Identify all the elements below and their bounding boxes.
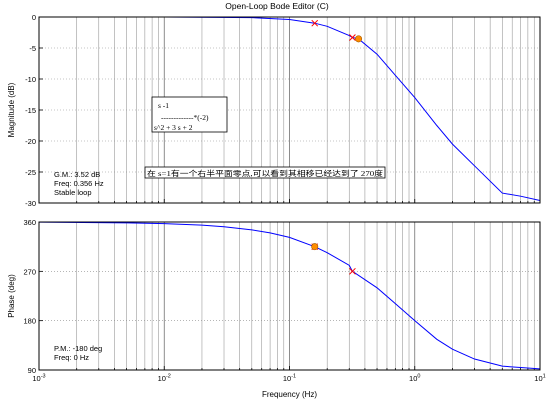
magnitude-plot[interactable]: 0 -5 -10 -15 -20 -25 -30 Magnitude (dB) G.M.: 3.… bbox=[7, 13, 541, 208]
y-tick-label: 180 bbox=[23, 317, 36, 326]
x-marker bbox=[349, 267, 356, 275]
margin-info: G.M.: 3.52 dB bbox=[54, 170, 100, 179]
dot-marker bbox=[311, 243, 319, 251]
x-tick-base: 10 bbox=[409, 374, 417, 383]
margin-info: P.M.: -180 deg bbox=[54, 344, 102, 353]
x-marker-stroke bbox=[311, 19, 319, 27]
compensator-fraction: -------------*(-2) bbox=[161, 113, 209, 122]
y-axis-label: Magnitude (dB) bbox=[7, 82, 16, 137]
x-tick-label: 100 bbox=[409, 374, 420, 384]
x-marker bbox=[349, 34, 356, 41]
note-text: 在 s=1有一个右半平面零点,可以看到其相移已经达到了 270度 bbox=[147, 168, 384, 178]
x-tick-base: 10 bbox=[283, 374, 291, 383]
x-tick-base: 10 bbox=[32, 374, 40, 383]
margin-info: Freq: 0.356 Hz bbox=[54, 179, 104, 188]
y-tick-label: 0 bbox=[32, 13, 36, 22]
x-axis-label: Frequency (Hz) bbox=[262, 390, 317, 399]
axes-frame bbox=[38, 16, 541, 204]
x-tick-label: 10-2 bbox=[158, 374, 171, 384]
x-tick-label: 10-1 bbox=[283, 374, 296, 384]
x-tick-base: 10 bbox=[534, 374, 542, 383]
y-tick-label: -25 bbox=[25, 168, 36, 177]
y-tick-label: -5 bbox=[29, 44, 36, 53]
compensator-numerator: s -1 bbox=[158, 101, 169, 110]
x-tick-exponent: -1 bbox=[291, 374, 296, 380]
series-line bbox=[38, 221, 541, 370]
x-tick-exponent: 1 bbox=[543, 374, 546, 380]
x-marker bbox=[311, 19, 319, 27]
compensator-denominator: s^2 + 3 s + 2 bbox=[154, 123, 193, 132]
y-tick-label: 360 bbox=[23, 218, 36, 227]
x-marker-stroke bbox=[349, 34, 356, 41]
axes-frame bbox=[38, 221, 541, 371]
x-tick-label: 101 bbox=[534, 374, 545, 384]
x-tick-exponent: -2 bbox=[166, 374, 171, 380]
x-tick-base: 10 bbox=[158, 374, 166, 383]
dot-marker bbox=[355, 35, 363, 43]
compensator-frame bbox=[151, 96, 228, 133]
note-frame bbox=[144, 166, 386, 179]
compensator-box: s -1 -------------*(-2)s^2 + 3 s + 2 bbox=[151, 96, 228, 133]
x-tick-exponent: 0 bbox=[417, 374, 420, 380]
note-box: 在 s=1有一个右半平面零点,可以看到其相移已经达到了 270度 bbox=[144, 166, 386, 179]
y-tick-label: -30 bbox=[25, 199, 36, 208]
margin-info: Stable loop bbox=[54, 188, 92, 197]
y-tick-label: -20 bbox=[25, 137, 36, 146]
y-tick-label: 270 bbox=[23, 267, 36, 276]
y-axis-label: Phase (deg) bbox=[7, 274, 16, 318]
y-tick-label: -10 bbox=[25, 75, 36, 84]
y-tick-label: 90 bbox=[28, 366, 36, 375]
window-title: Open-Loop Bode Editor (C) bbox=[225, 1, 329, 11]
margin-info: Freq: 0 Hz bbox=[54, 353, 89, 362]
x-tick-exponent: -3 bbox=[41, 374, 46, 380]
series-line bbox=[39, 16, 541, 202]
x-marker-stroke bbox=[349, 267, 356, 275]
x-tick-label: 10-3 bbox=[32, 374, 45, 384]
y-tick-label: -15 bbox=[25, 106, 36, 115]
